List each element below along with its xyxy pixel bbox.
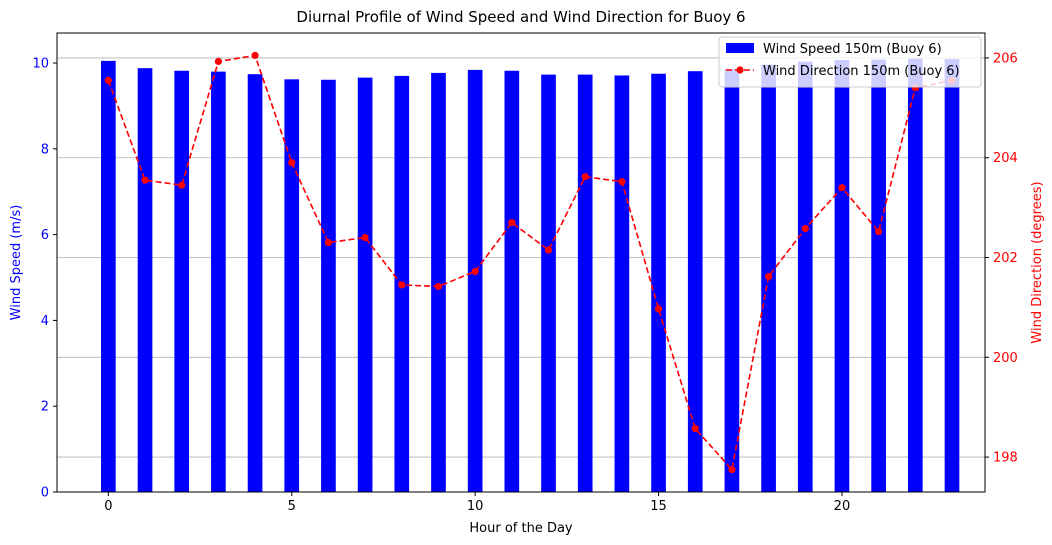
right-tick-label: 204 xyxy=(993,151,1018,166)
bar-wind-speed xyxy=(431,72,446,492)
bar-wind-speed xyxy=(211,71,226,492)
left-tick-label: 8 xyxy=(41,142,49,157)
x-axis-label: Hour of the Day xyxy=(469,521,573,536)
x-tick-label: 0 xyxy=(104,499,112,514)
point-wind-direction xyxy=(178,181,186,189)
right-tick-label: 200 xyxy=(993,351,1018,366)
point-wind-direction xyxy=(434,282,443,291)
legend-line-marker xyxy=(736,66,744,74)
point-wind-direction xyxy=(544,246,553,254)
bar-wind-speed xyxy=(101,60,116,492)
bar-layer xyxy=(101,58,960,493)
legend-label-wind-direction: Wind Direction 150m (Buoy 6) xyxy=(763,64,960,79)
bar-wind-speed xyxy=(504,70,520,492)
bar-wind-speed xyxy=(651,73,666,493)
bar-wind-speed xyxy=(834,60,850,492)
legend-bar-swatch xyxy=(726,43,754,53)
bar-wind-speed xyxy=(541,74,556,492)
left-tick-label: 6 xyxy=(41,228,49,243)
x-tick-label: 5 xyxy=(288,499,296,514)
right-axis-label: Wind Direction (degrees) xyxy=(1030,181,1045,343)
x-tick-label: 15 xyxy=(650,499,667,514)
bar-wind-speed xyxy=(284,79,300,492)
bar-wind-speed xyxy=(871,59,886,493)
point-wind-direction xyxy=(141,176,149,184)
point-wind-direction xyxy=(875,227,883,236)
point-wind-direction xyxy=(618,178,626,186)
x-tick-label: 10 xyxy=(467,499,484,514)
point-wind-direction xyxy=(764,272,773,281)
right-tick-label: 206 xyxy=(993,51,1018,66)
bar-wind-speed xyxy=(687,71,703,493)
legend: Wind Speed 150m (Buoy 6) Wind Direction … xyxy=(718,36,982,88)
bar-wind-speed xyxy=(137,68,153,493)
bar-wind-speed xyxy=(577,74,593,492)
bar-wind-speed xyxy=(944,59,960,492)
point-wind-direction xyxy=(251,51,259,60)
point-wind-direction xyxy=(508,218,516,227)
bar-wind-speed xyxy=(467,69,483,492)
left-tick-label: 4 xyxy=(41,314,49,329)
point-wind-direction xyxy=(581,173,589,181)
bar-wind-speed xyxy=(907,58,923,493)
point-wind-direction xyxy=(398,281,406,289)
point-wind-direction xyxy=(691,425,699,433)
point-wind-direction xyxy=(471,267,479,276)
point-wind-direction xyxy=(654,305,663,313)
bar-wind-speed xyxy=(321,79,336,493)
left-tick-label: 2 xyxy=(41,400,49,415)
x-tick-label: 20 xyxy=(834,499,851,514)
point-wind-direction xyxy=(324,238,333,247)
point-wind-direction xyxy=(361,233,369,242)
bar-wind-speed xyxy=(247,74,263,492)
left-tick-label: 10 xyxy=(32,57,49,72)
plot-frame xyxy=(56,32,986,493)
bar-wind-speed xyxy=(724,69,740,493)
chart-title: Diurnal Profile of Wind Speed and Wind D… xyxy=(296,8,745,26)
point-wind-direction xyxy=(214,57,222,66)
legend-box xyxy=(718,36,982,88)
point-wind-direction xyxy=(838,184,846,192)
line-wind-direction xyxy=(107,54,953,472)
right-tick-label: 202 xyxy=(993,251,1018,266)
legend-label-wind-speed: Wind Speed 150m (Buoy 6) xyxy=(763,42,942,57)
point-wind-direction xyxy=(104,76,112,84)
left-tick-label: 0 xyxy=(41,486,49,501)
point-wind-direction xyxy=(288,159,296,167)
bar-wind-speed xyxy=(797,61,813,493)
point-wind-direction xyxy=(801,224,809,233)
bar-wind-speed xyxy=(174,70,190,492)
point-wind-direction xyxy=(728,465,736,474)
bar-wind-speed xyxy=(614,75,630,492)
right-tick-label: 198 xyxy=(993,451,1018,466)
left-axis-label: Wind Speed (m/s) xyxy=(9,205,24,321)
bar-wind-speed xyxy=(357,77,373,492)
